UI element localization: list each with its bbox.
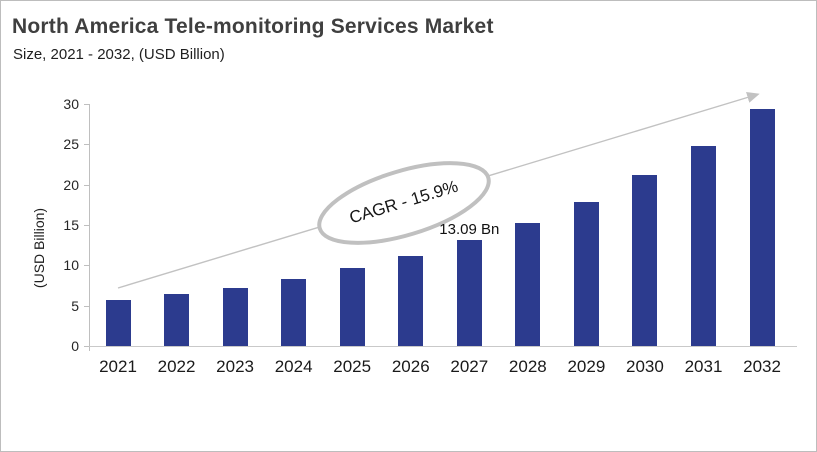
- x-tick-label: 2025: [333, 357, 372, 376]
- bar-2027: [456, 240, 482, 346]
- bar-2028: [515, 223, 541, 346]
- bar-2030: [632, 174, 658, 346]
- bar-2031: [691, 145, 716, 346]
- bar-2026: [398, 255, 424, 346]
- x-tick-label: 2022: [157, 357, 196, 376]
- y-tick-label: 15: [63, 217, 79, 233]
- y-tick-mark: [84, 144, 89, 146]
- y-tick-label: 25: [63, 136, 79, 153]
- bar-2024: [281, 279, 307, 346]
- x-tick-label: 2029: [567, 357, 606, 376]
- y-tick-label: 5: [71, 297, 79, 314]
- y-axis-line: [89, 104, 90, 351]
- x-tick-label: 2026: [391, 357, 430, 376]
- y-tick-mark: [84, 225, 89, 226]
- y-tick-label: 20: [63, 176, 79, 193]
- chart-subtitle: Size, 2021 - 2032, (USD Billion): [13, 46, 225, 63]
- y-tick-mark: [84, 265, 89, 267]
- y-tick-mark: [84, 346, 89, 347]
- x-tick-label: 2030: [626, 357, 664, 376]
- bar-2021: [105, 300, 131, 346]
- bar-2025: [339, 267, 365, 346]
- x-tick-label: 2027: [450, 357, 489, 376]
- x-axis-line: [89, 346, 797, 347]
- cagr-label: CAGR - 15.9%: [347, 177, 460, 228]
- x-tick-label: 2023: [216, 357, 254, 376]
- bar-2032: [749, 108, 775, 346]
- x-tick-label: 2021: [99, 357, 137, 376]
- y-tick-mark: [84, 305, 89, 307]
- y-tick-mark: [84, 104, 89, 105]
- x-tick-label: 2028: [508, 357, 547, 376]
- bar-2022: [164, 294, 190, 346]
- x-tick-label: 2024: [274, 357, 313, 376]
- y-tick-label: 10: [63, 257, 79, 274]
- chart-title: North America Tele-monitoring Services M…: [12, 15, 494, 38]
- y-tick-label: 0: [71, 338, 79, 354]
- bar-value-label: 13.09 Bn: [439, 221, 500, 239]
- y-tick-mark: [84, 184, 89, 186]
- x-tick-label: 2031: [684, 357, 723, 376]
- x-tick-label: 2032: [743, 357, 781, 376]
- bar-2029: [573, 201, 599, 346]
- y-tick-label: 30: [63, 96, 79, 112]
- bar-2023: [222, 287, 248, 346]
